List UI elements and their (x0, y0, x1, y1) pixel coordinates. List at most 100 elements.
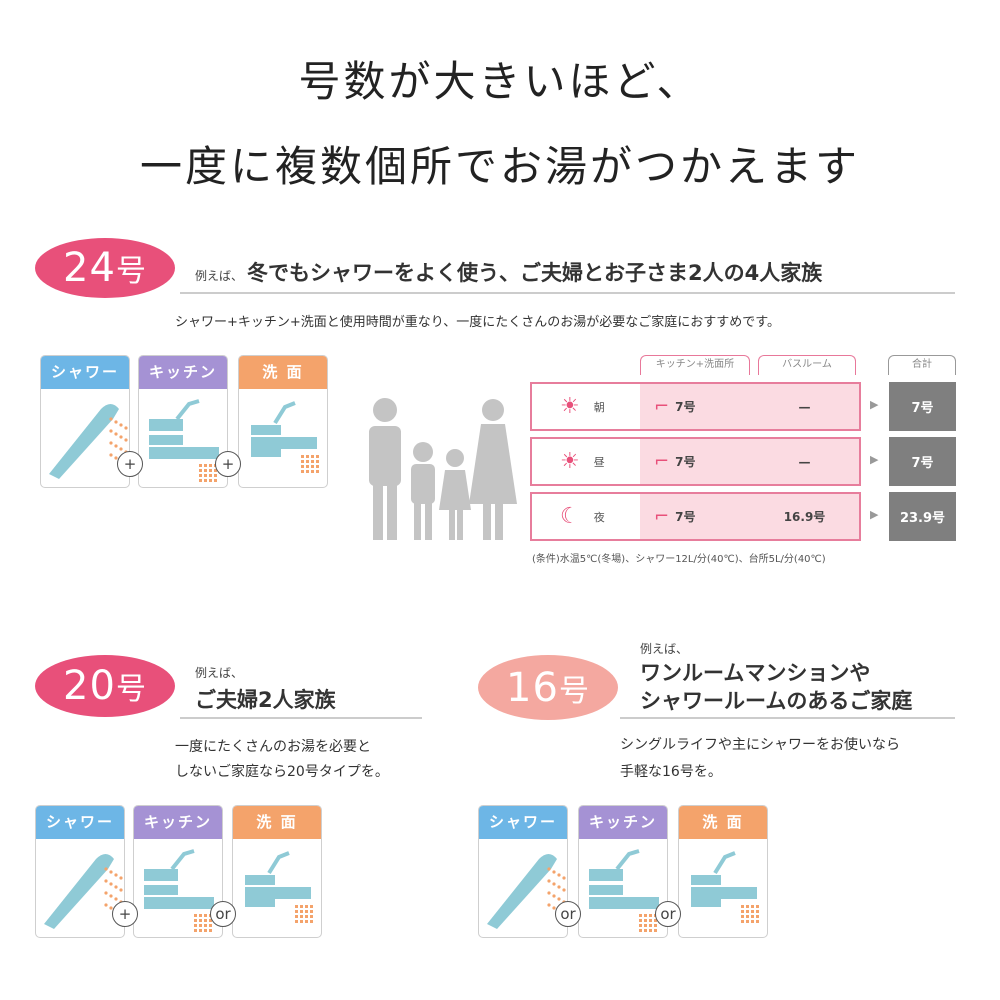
or-icon: or (555, 901, 581, 927)
time-label: 夜 (593, 510, 605, 524)
desc-24: シャワー+キッチン+洗面と使用時間が重なり、一度にたくさんのお湯が必要なご家庭に… (175, 315, 780, 330)
badge-unit: 号 (558, 673, 590, 709)
col-header-total: 合計 (888, 355, 956, 375)
plus-icon: + (117, 451, 143, 477)
moon-icon: ☾ (560, 504, 580, 529)
kitchen-value: 7号 (675, 400, 696, 414)
badge-16: 16 号 (478, 655, 618, 720)
card-label: 洗 面 (233, 806, 321, 839)
time-cell: ☾ 夜 (532, 494, 640, 539)
time-cell: ☀ 昼 (532, 439, 640, 484)
washbasin-faucet-icon (245, 851, 313, 923)
fixture-card-shower: シャワー (35, 805, 125, 938)
faucet-icon: ⌐ (654, 396, 670, 417)
fixture-card-washbasin: 洗 面 (232, 805, 322, 938)
badge-number: 24 (63, 245, 116, 291)
divider (620, 717, 955, 719)
shower-illustration (36, 839, 124, 937)
card-label: シャワー (479, 806, 567, 839)
heading-24: 例えば、 冬でもシャワーをよく使う、ご夫婦とお子さま2人の4人家族 (195, 257, 822, 287)
kitchen-illustration (139, 389, 227, 487)
desc-20-line2: しないご家庭なら20号タイプを。 (175, 764, 389, 780)
shower-illustration (41, 389, 129, 487)
arrow-icon: ▶ (870, 398, 879, 411)
faucet-icon: ⌐ (654, 506, 670, 527)
heading-16-line1: ワンルームマンションや (640, 661, 871, 685)
total-value: 7号 (889, 437, 956, 486)
shower-head-icon (44, 854, 123, 929)
card-label: キッチン (139, 356, 227, 389)
heading-16-line2: シャワールームのあるご家庭 (640, 689, 913, 713)
fixture-card-washbasin: 洗 面 (238, 355, 328, 488)
table-row: ☾ 夜 ⌐ 7号 16.9号 (530, 492, 861, 541)
fixture-card-kitchen: キッチン (133, 805, 223, 938)
desc-16-line1: シングルライフや主にシャワーをお使いなら (620, 737, 900, 753)
card-label: シャワー (41, 356, 129, 389)
bath-value: 16.9号 (783, 510, 826, 524)
card-label: キッチン (579, 806, 667, 839)
time-cell: ☀ 朝 (532, 384, 640, 429)
fixture-card-kitchen: キッチン (138, 355, 228, 488)
time-label: 昼 (593, 455, 605, 469)
example-label: 例えば、 (640, 642, 689, 656)
washbasin-illustration (239, 389, 327, 487)
heading-text: 冬でもシャワーをよく使う、ご夫婦とお子さま2人の4人家族 (247, 261, 823, 285)
family-icon (369, 398, 517, 540)
desc-16-line2: 手軽な16号を。 (620, 764, 722, 780)
example-label: 例えば、 (195, 269, 244, 283)
title-line-2: 一度に複数個所でお湯がつかえます (139, 142, 860, 191)
washbasin-illustration (679, 839, 767, 937)
kitchen-illustration (134, 839, 222, 937)
total-value: 7号 (889, 382, 956, 431)
col-header-bath: バスルーム (758, 355, 856, 375)
sunrise-icon: ☀ (560, 394, 580, 419)
card-label: キッチン (134, 806, 222, 839)
card-label: シャワー (36, 806, 124, 839)
kitchen-value: 7号 (675, 455, 696, 469)
table-row: ☀ 昼 ⌐ 7号 — (530, 437, 861, 486)
kitchen-value: 7号 (675, 510, 696, 524)
desc-20-line1: 一度にたくさんのお湯を必要と (175, 739, 371, 755)
total-value: 23.9号 (889, 492, 956, 541)
table-note: (条件)水温5℃(冬場)、シャワー12L/分(40℃)、台所5L/分(40℃) (532, 554, 826, 565)
badge-number: 16 (506, 664, 559, 711)
faucet-icon: ⌐ (654, 451, 670, 472)
time-label: 朝 (593, 400, 605, 414)
washbasin-faucet-icon (691, 851, 759, 923)
fixture-card-shower: シャワー (478, 805, 568, 938)
badge-unit: 号 (115, 254, 147, 289)
badge-unit: 号 (115, 672, 147, 707)
or-icon: or (210, 901, 236, 927)
washbasin-faucet-icon (251, 401, 319, 473)
plus-icon: + (215, 451, 241, 477)
arrow-icon: ▶ (870, 453, 879, 466)
kitchen-illustration (579, 839, 667, 937)
card-label: 洗 面 (679, 806, 767, 839)
fixture-card-kitchen: キッチン (578, 805, 668, 938)
heading-20: ご夫婦2人家族 (195, 688, 336, 712)
col-header-kitchen: キッチン+洗面所 (640, 355, 750, 375)
bath-value: — (798, 454, 811, 469)
divider (180, 717, 422, 719)
table-row: ☀ 朝 ⌐ 7号 — (530, 382, 861, 431)
badge-24: 24 号 (35, 238, 175, 298)
example-label: 例えば、 (195, 666, 244, 680)
or-icon: or (655, 901, 681, 927)
title-line-1: 号数が大きいほど、 (298, 57, 702, 106)
fixture-card-shower: シャワー (40, 355, 130, 488)
shower-head-icon (49, 404, 128, 479)
fixture-card-washbasin: 洗 面 (678, 805, 768, 938)
washbasin-illustration (233, 839, 321, 937)
card-label: 洗 面 (239, 356, 327, 389)
kitchen-faucet-icon (149, 399, 219, 482)
kitchen-faucet-icon (589, 849, 659, 932)
shower-head-icon (487, 854, 566, 929)
plus-icon: + (112, 901, 138, 927)
sun-icon: ☀ (560, 449, 580, 474)
divider (180, 292, 955, 294)
arrow-icon: ▶ (870, 508, 879, 521)
kitchen-faucet-icon (144, 849, 214, 932)
badge-number: 20 (63, 663, 116, 709)
badge-20: 20 号 (35, 655, 175, 717)
shower-illustration (479, 839, 567, 937)
